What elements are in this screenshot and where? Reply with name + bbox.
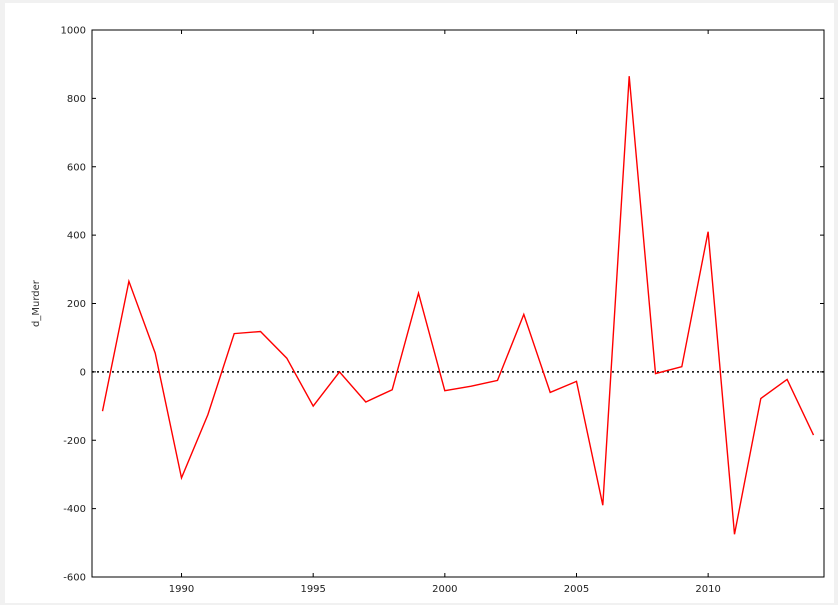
y-tick-label: 600 [67,162,86,173]
y-tick-label: -200 [63,436,86,447]
y-tick-label: -400 [63,504,86,515]
y-tick-label: 1000 [61,26,86,37]
y-tick-label: 400 [67,231,86,242]
x-tick-label: 1990 [169,584,194,595]
ticks-group: -600 -400 -200 0 200 400 600 800 1000 1990 1995 200… [61,26,824,595]
x-tick-label: 1995 [300,584,325,595]
y-axis-label: d_Murder [31,279,42,327]
y-tick-label: -600 [63,573,86,584]
chart-panel: -600 -400 -200 0 200 400 600 800 1000 1990 1995 200… [5,3,834,603]
line-chart: -600 -400 -200 0 200 400 600 800 1000 1990 1995 200… [31,26,825,595]
y-tick-label: 0 [80,367,86,378]
y-tick-label: 200 [67,299,86,310]
x-tick-label: 2010 [695,584,720,595]
series-group [101,76,815,535]
y-tick-label: 800 [67,94,86,105]
series-line [101,76,815,535]
x-tick-label: 2000 [432,584,457,595]
x-tick-label: 2005 [564,584,589,595]
